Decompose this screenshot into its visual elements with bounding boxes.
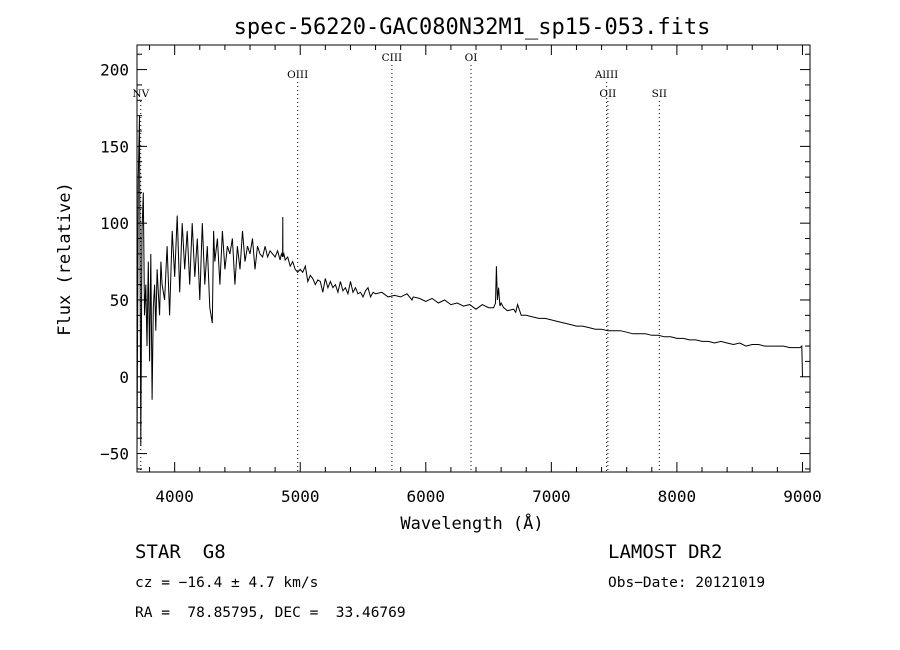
annotation-label: OIII [287, 69, 308, 81]
plot-frame [136, 44, 811, 473]
object-type: STAR [135, 541, 181, 563]
annotation-label: OII [599, 88, 616, 100]
y-tick-label: 0 [119, 368, 129, 387]
y-tick-label: 150 [100, 137, 129, 156]
spectrum-line [136, 115, 803, 454]
y-tick-label: 200 [100, 61, 129, 80]
annotation-label: NV [132, 88, 149, 100]
obs-date: Obs−Date: 20121019 [608, 575, 766, 591]
object-subclass: G8 [202, 541, 226, 563]
x-tick-label: 8000 [658, 487, 697, 506]
annotation-label: CIII [382, 52, 402, 64]
survey-name: LAMOST DR2 [608, 541, 723, 563]
x-tick-label: 4000 [155, 487, 194, 506]
x-tick-label: 5000 [281, 487, 320, 506]
object-class: STAR G8 [135, 541, 226, 563]
annotation-label: SII [652, 88, 668, 100]
tick-labels: 4000 5000 6000 7000 8000 9000 −50 0 50 100 150 200N… [100, 52, 822, 506]
redshift-readout: cz = −16.4 ± 4.7 km/s [135, 575, 319, 591]
x-tick-label: 9000 [783, 487, 822, 506]
annotation-label: AlIII [594, 69, 618, 81]
chart-title: spec-56220-GAC080N32M1_sp15-053.fits [234, 15, 711, 40]
x-axis-label: Wavelength (Å) [400, 512, 543, 534]
y-tick-label: −50 [100, 445, 129, 464]
y-tick-label: 50 [110, 291, 129, 310]
coordinates: RA = 78.85795, DEC = 33.46769 [135, 605, 406, 621]
x-tick-label: 6000 [407, 487, 446, 506]
axis-ticks [137, 45, 810, 472]
x-tick-label: 7000 [532, 487, 571, 506]
y-axis-label: Flux (relative) [55, 182, 75, 336]
annotation-label: OI [465, 52, 478, 64]
y-tick-label: 100 [100, 214, 129, 233]
annotation-lines [140, 65, 660, 472]
